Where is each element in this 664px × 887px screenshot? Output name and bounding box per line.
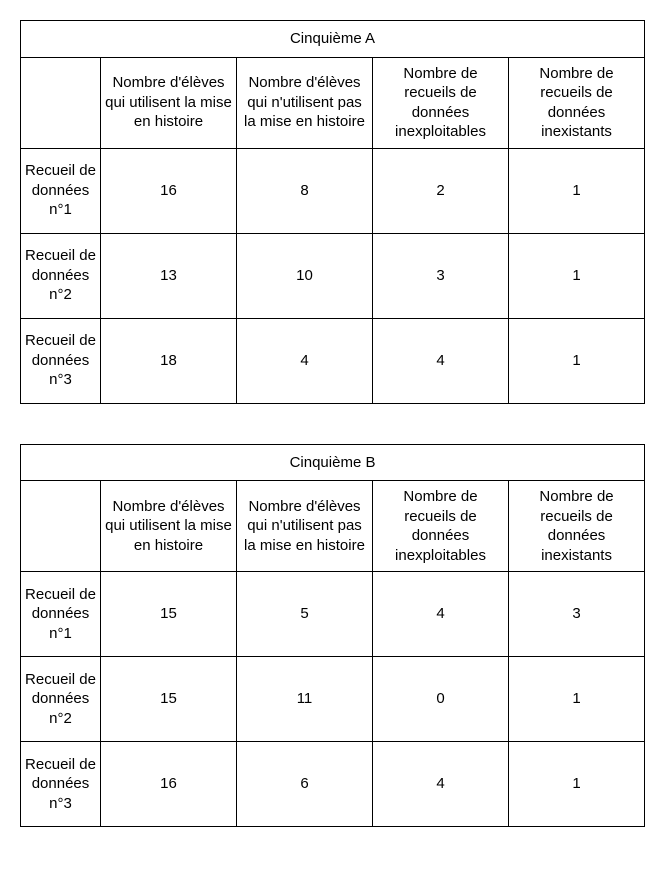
table-cell: 5 bbox=[237, 572, 373, 657]
row-header: Recueil de données n°3 bbox=[21, 742, 101, 827]
row-header: Recueil de données n°2 bbox=[21, 233, 101, 318]
row-header-blank bbox=[21, 57, 101, 148]
table-cell: 4 bbox=[373, 318, 509, 403]
table-cell: 13 bbox=[101, 233, 237, 318]
col-header: Nombre de recueils de données inexistant… bbox=[509, 57, 645, 148]
table-cell: 4 bbox=[373, 572, 509, 657]
table-cell: 15 bbox=[101, 657, 237, 742]
row-header: Recueil de données n°3 bbox=[21, 318, 101, 403]
col-header: Nombre d'élèves qui n'utilisent pas la m… bbox=[237, 57, 373, 148]
row-header: Recueil de données n°2 bbox=[21, 657, 101, 742]
table-cell: 1 bbox=[509, 657, 645, 742]
table-title: Cinquième A bbox=[21, 21, 645, 58]
table-cell: 3 bbox=[509, 572, 645, 657]
table-cinquieme-a: Cinquième A Nombre d'élèves qui utilisen… bbox=[20, 20, 645, 404]
table-cell: 2 bbox=[373, 148, 509, 233]
col-header: Nombre d'élèves qui n'utilisent pas la m… bbox=[237, 481, 373, 572]
row-header: Recueil de données n°1 bbox=[21, 148, 101, 233]
table-cell: 16 bbox=[101, 148, 237, 233]
table-cell: 3 bbox=[373, 233, 509, 318]
table-cell: 16 bbox=[101, 742, 237, 827]
table-cell: 15 bbox=[101, 572, 237, 657]
table-cell: 4 bbox=[373, 742, 509, 827]
table-title: Cinquième B bbox=[21, 444, 645, 481]
col-header: Nombre d'élèves qui utilisent la mise en… bbox=[101, 481, 237, 572]
table-cell: 11 bbox=[237, 657, 373, 742]
table-cell: 0 bbox=[373, 657, 509, 742]
col-header: Nombre de recueils de données inexploita… bbox=[373, 481, 509, 572]
table-cell: 4 bbox=[237, 318, 373, 403]
table-cell: 18 bbox=[101, 318, 237, 403]
col-header: Nombre de recueils de données inexistant… bbox=[509, 481, 645, 572]
table-cell: 1 bbox=[509, 233, 645, 318]
table-cinquieme-b: Cinquième B Nombre d'élèves qui utilisen… bbox=[20, 444, 645, 828]
table-cell: 1 bbox=[509, 742, 645, 827]
col-header: Nombre de recueils de données inexploita… bbox=[373, 57, 509, 148]
row-header: Recueil de données n°1 bbox=[21, 572, 101, 657]
table-cell: 1 bbox=[509, 148, 645, 233]
table-cell: 10 bbox=[237, 233, 373, 318]
row-header-blank bbox=[21, 481, 101, 572]
table-cell: 8 bbox=[237, 148, 373, 233]
table-cell: 1 bbox=[509, 318, 645, 403]
col-header: Nombre d'élèves qui utilisent la mise en… bbox=[101, 57, 237, 148]
table-cell: 6 bbox=[237, 742, 373, 827]
